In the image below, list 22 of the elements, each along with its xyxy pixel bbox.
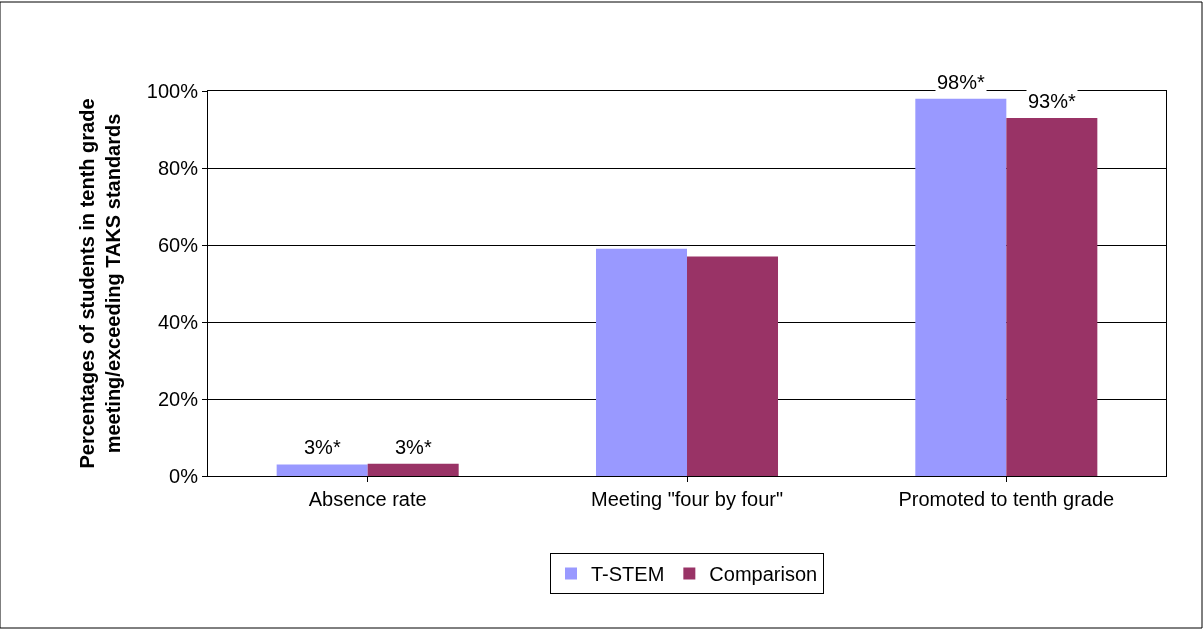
x-tick-label: Promoted to tenth grade (898, 488, 1115, 510)
y-tick-label: 60% (157, 234, 199, 256)
y-tick-label: 100% (146, 80, 199, 102)
x-tick-label: Meeting "four by four" (590, 488, 784, 510)
y-tick-label: 0% (169, 465, 199, 487)
legend-label: T-STEM (591, 563, 665, 586)
y-axis-title: Percentages of students in tenth grade meeting/exceeding TAKS standards (76, 98, 125, 469)
data-label: 3%* (395, 436, 432, 458)
x-tick-label: Absence rate (308, 488, 427, 510)
bar (595, 248, 687, 476)
bar (915, 98, 1007, 476)
bar (276, 464, 368, 476)
bar (367, 463, 459, 476)
y-tick-label: 20% (157, 388, 199, 410)
bar (687, 256, 779, 476)
data-label: 93%* (1028, 90, 1077, 112)
data-label: 98%* (937, 71, 986, 93)
bar (1006, 117, 1098, 476)
y-tick-label: 40% (157, 311, 199, 333)
data-label: 3%* (304, 436, 341, 458)
legend-label: Comparison (709, 563, 818, 586)
y-tick-label: 80% (157, 157, 199, 179)
